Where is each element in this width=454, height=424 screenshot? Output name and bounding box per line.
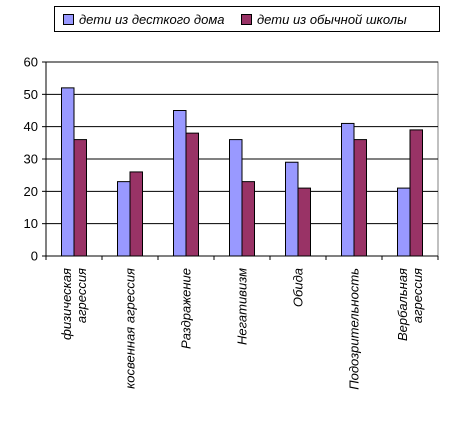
x-tick-label-3: Негативизм <box>235 268 250 345</box>
bar-series1-3 <box>229 139 243 257</box>
legend: дети из десткого дома дети из обычной шк… <box>54 6 440 32</box>
y-tick-label-10: 10 <box>24 216 38 231</box>
x-tick-label-5-line-0: Подозрительность <box>347 268 362 390</box>
bar-series1-4 <box>285 161 299 257</box>
bar-series1-6 <box>397 187 411 257</box>
x-tick-label-0-line-1: агрессия <box>74 268 89 323</box>
x-tick-label-5: Подозрительность <box>347 268 362 390</box>
legend-label-series-1: дети из десткого дома <box>79 11 225 27</box>
legend-item-series-1: дети из десткого дома <box>63 11 225 27</box>
x-tick-label-6-line-0: Вербальная <box>395 268 410 341</box>
y-tick-label-20: 20 <box>24 184 38 199</box>
bar-series2-3 <box>241 181 255 257</box>
bar-series1-1 <box>117 181 131 257</box>
bar-series2-1 <box>129 171 143 257</box>
legend-item-series-2: дети из обычной школы <box>241 11 407 27</box>
x-tick-label-0-line-0: физическая <box>59 268 74 340</box>
bar-series2-2 <box>185 132 199 257</box>
legend-swatch-series-1 <box>63 13 74 25</box>
x-tick-label-1-line-0: косвенная агрессия <box>123 268 138 389</box>
y-tick-label-40: 40 <box>24 119 38 134</box>
x-tick-label-3-line-0: Негативизм <box>235 268 250 345</box>
y-tick-label-60: 60 <box>24 55 38 70</box>
bar-series2-5 <box>353 139 367 257</box>
x-tick-label-2-line-0: Раздражение <box>179 268 194 349</box>
x-tick-label-0: физическая агрессия <box>59 268 89 340</box>
bar-series2-4 <box>297 187 311 257</box>
legend-label-series-2: дети из обычной школы <box>257 11 407 27</box>
x-tick-label-1: косвенная агрессия <box>123 268 138 389</box>
x-tick-label-4-line-0: Обида <box>291 268 306 307</box>
x-tick-label-2: Раздражение <box>179 268 194 349</box>
bar-series1-0 <box>61 87 75 257</box>
legend-swatch-series-2 <box>241 13 252 25</box>
bar-series1-5 <box>341 122 355 257</box>
bar-series1-2 <box>173 110 187 257</box>
bar-series2-6 <box>409 129 423 257</box>
y-tick-label-30: 30 <box>24 152 38 167</box>
x-tick-label-6: Вербальная агрессия <box>395 268 425 341</box>
y-tick-label-50: 50 <box>24 87 38 102</box>
x-tick-label-6-line-1: агрессия <box>410 268 425 323</box>
y-tick-label-0: 0 <box>31 249 38 264</box>
x-tick-label-4: Обида <box>291 268 306 307</box>
bar-series2-0 <box>73 139 87 257</box>
